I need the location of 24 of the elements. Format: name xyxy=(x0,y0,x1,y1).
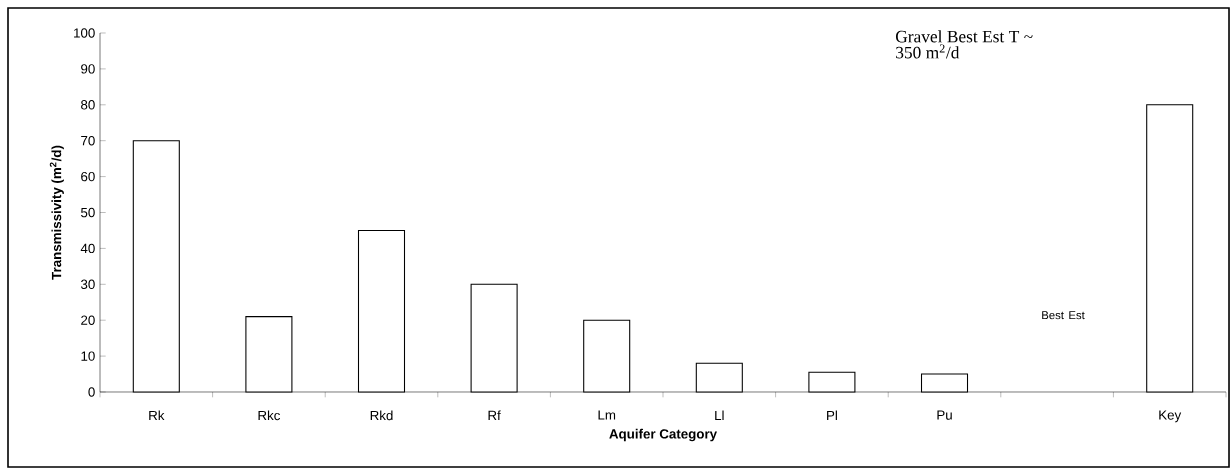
x-tick-label: Key xyxy=(1159,410,1182,423)
x-tick-label: Pl xyxy=(827,410,837,421)
y-tick-label: 70 xyxy=(81,135,95,146)
x-tick-label: Rf xyxy=(488,410,501,421)
y-tick-label: 10 xyxy=(81,351,95,361)
x-tick-label: Ll xyxy=(715,410,724,421)
x-tick-label: Lm xyxy=(598,410,616,420)
y-tick-label: 40 xyxy=(80,243,95,254)
y-tick-label: 30 xyxy=(80,279,95,290)
y-axis-title: Transmissivity (m$^{2}$/d) xyxy=(49,145,64,280)
x-tick-label: Pu xyxy=(937,410,952,420)
y-tick-label: 20 xyxy=(81,315,95,325)
annotation: Gravel Best Est T ~ 350 m$^{2}$/d xyxy=(895,30,1033,59)
annotation: Best Est xyxy=(1042,311,1085,320)
x-tick-label: Rkc xyxy=(258,410,281,421)
y-tick-label: 0 xyxy=(88,387,95,397)
x-axis-title: Aquifer Category xyxy=(609,428,717,442)
x-tick-label: Rk xyxy=(149,410,165,421)
y-tick-label: 90 xyxy=(81,64,95,74)
y-tick-label: 50 xyxy=(81,207,95,218)
y-tick-label: 60 xyxy=(81,171,95,182)
y-tick-label: 100 xyxy=(74,28,95,38)
y-tick-label: 80 xyxy=(81,100,95,110)
x-tick-label: Rkd xyxy=(370,410,393,421)
